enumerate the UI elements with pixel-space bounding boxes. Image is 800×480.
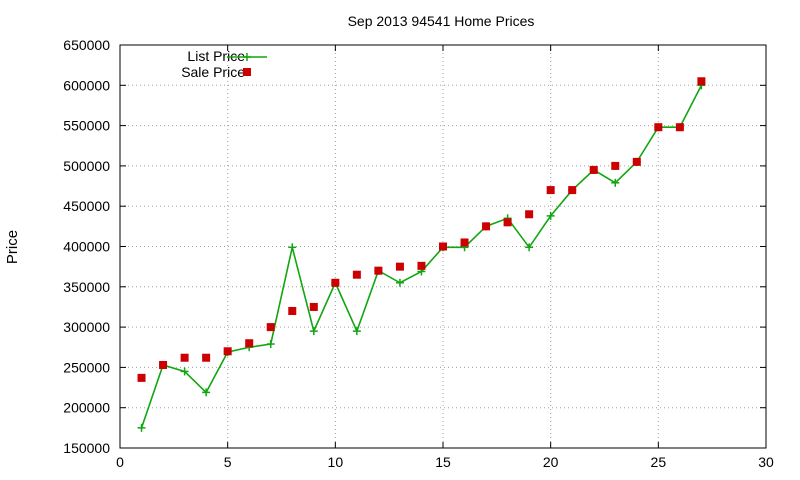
list-price-point — [525, 243, 534, 252]
sale-price-point — [180, 353, 189, 362]
x-tick-label: 20 — [543, 454, 559, 470]
sale-price-point — [223, 347, 232, 356]
sale-price-point — [632, 157, 641, 166]
list-price-point — [309, 327, 318, 336]
sale-price-point — [288, 306, 297, 315]
sale-price-point — [159, 360, 168, 369]
list-price-point — [352, 327, 361, 336]
sale-price-point — [331, 278, 340, 287]
sale-price-point — [202, 353, 211, 362]
y-tick-label: 150000 — [63, 440, 110, 456]
y-tick-label: 500000 — [63, 158, 110, 174]
legend-label-sale-price: Sale Price — [181, 64, 245, 80]
x-tick-label: 15 — [435, 454, 451, 470]
sale-price-point — [611, 161, 620, 170]
sale-price-point — [395, 262, 404, 271]
sale-price-point — [352, 270, 361, 279]
sale-price-point — [439, 242, 447, 251]
sale-price-point — [697, 77, 706, 86]
x-tick-label: 30 — [758, 454, 774, 470]
sale-price-point — [374, 266, 383, 275]
y-tick-label: 650000 — [63, 37, 110, 53]
legend-marker-list-price — [243, 53, 251, 61]
y-tick-label: 600000 — [63, 77, 110, 93]
list-price-point — [395, 278, 404, 287]
list-price-point — [137, 423, 146, 432]
ticks: 0 5 10 15 20 25 30 150000 200000 250000 300000 3500… — [63, 37, 774, 470]
sale-price-point — [482, 222, 491, 231]
legend-label-list-price: List Price — [187, 48, 245, 64]
sale-price-point — [675, 123, 684, 132]
list-price-point — [202, 388, 211, 397]
x-tick-label: 10 — [328, 454, 344, 470]
x-tick-label: 5 — [224, 454, 232, 470]
sale-price-point — [460, 238, 469, 247]
sale-price-point — [137, 373, 146, 382]
sale-price-point — [589, 165, 598, 174]
y-tick-label: 300000 — [63, 319, 110, 335]
y-tick-label: 350000 — [63, 279, 110, 295]
list-price-point — [180, 367, 189, 376]
list-price-point — [266, 340, 275, 349]
legend-marker-sale-price — [243, 68, 251, 76]
y-tick-label: 550000 — [63, 118, 110, 134]
list-price-point — [288, 243, 297, 252]
sale-price-point — [417, 261, 426, 270]
x-tick-label: 0 — [116, 454, 124, 470]
sale-price-point — [245, 339, 254, 348]
y-axis-label: Price — [4, 230, 21, 264]
chart-title: Sep 2013 94541 Home Prices — [348, 13, 535, 29]
list-price-point — [546, 211, 555, 220]
y-tick-label: 250000 — [63, 359, 110, 375]
sale-price-point — [568, 186, 577, 195]
sale-price-point — [525, 210, 534, 219]
sale-price-point — [266, 323, 275, 332]
series-layer — [137, 77, 706, 432]
y-tick-label: 400000 — [63, 239, 110, 255]
x-tick-label: 25 — [651, 454, 667, 470]
list-price-point — [611, 178, 620, 187]
sale-price-point — [546, 186, 555, 195]
y-tick-label: 450000 — [63, 198, 110, 214]
y-tick-label: 200000 — [63, 400, 110, 416]
sale-price-point — [654, 123, 663, 132]
sale-price-point — [503, 218, 512, 227]
sale-price-point — [309, 302, 318, 311]
